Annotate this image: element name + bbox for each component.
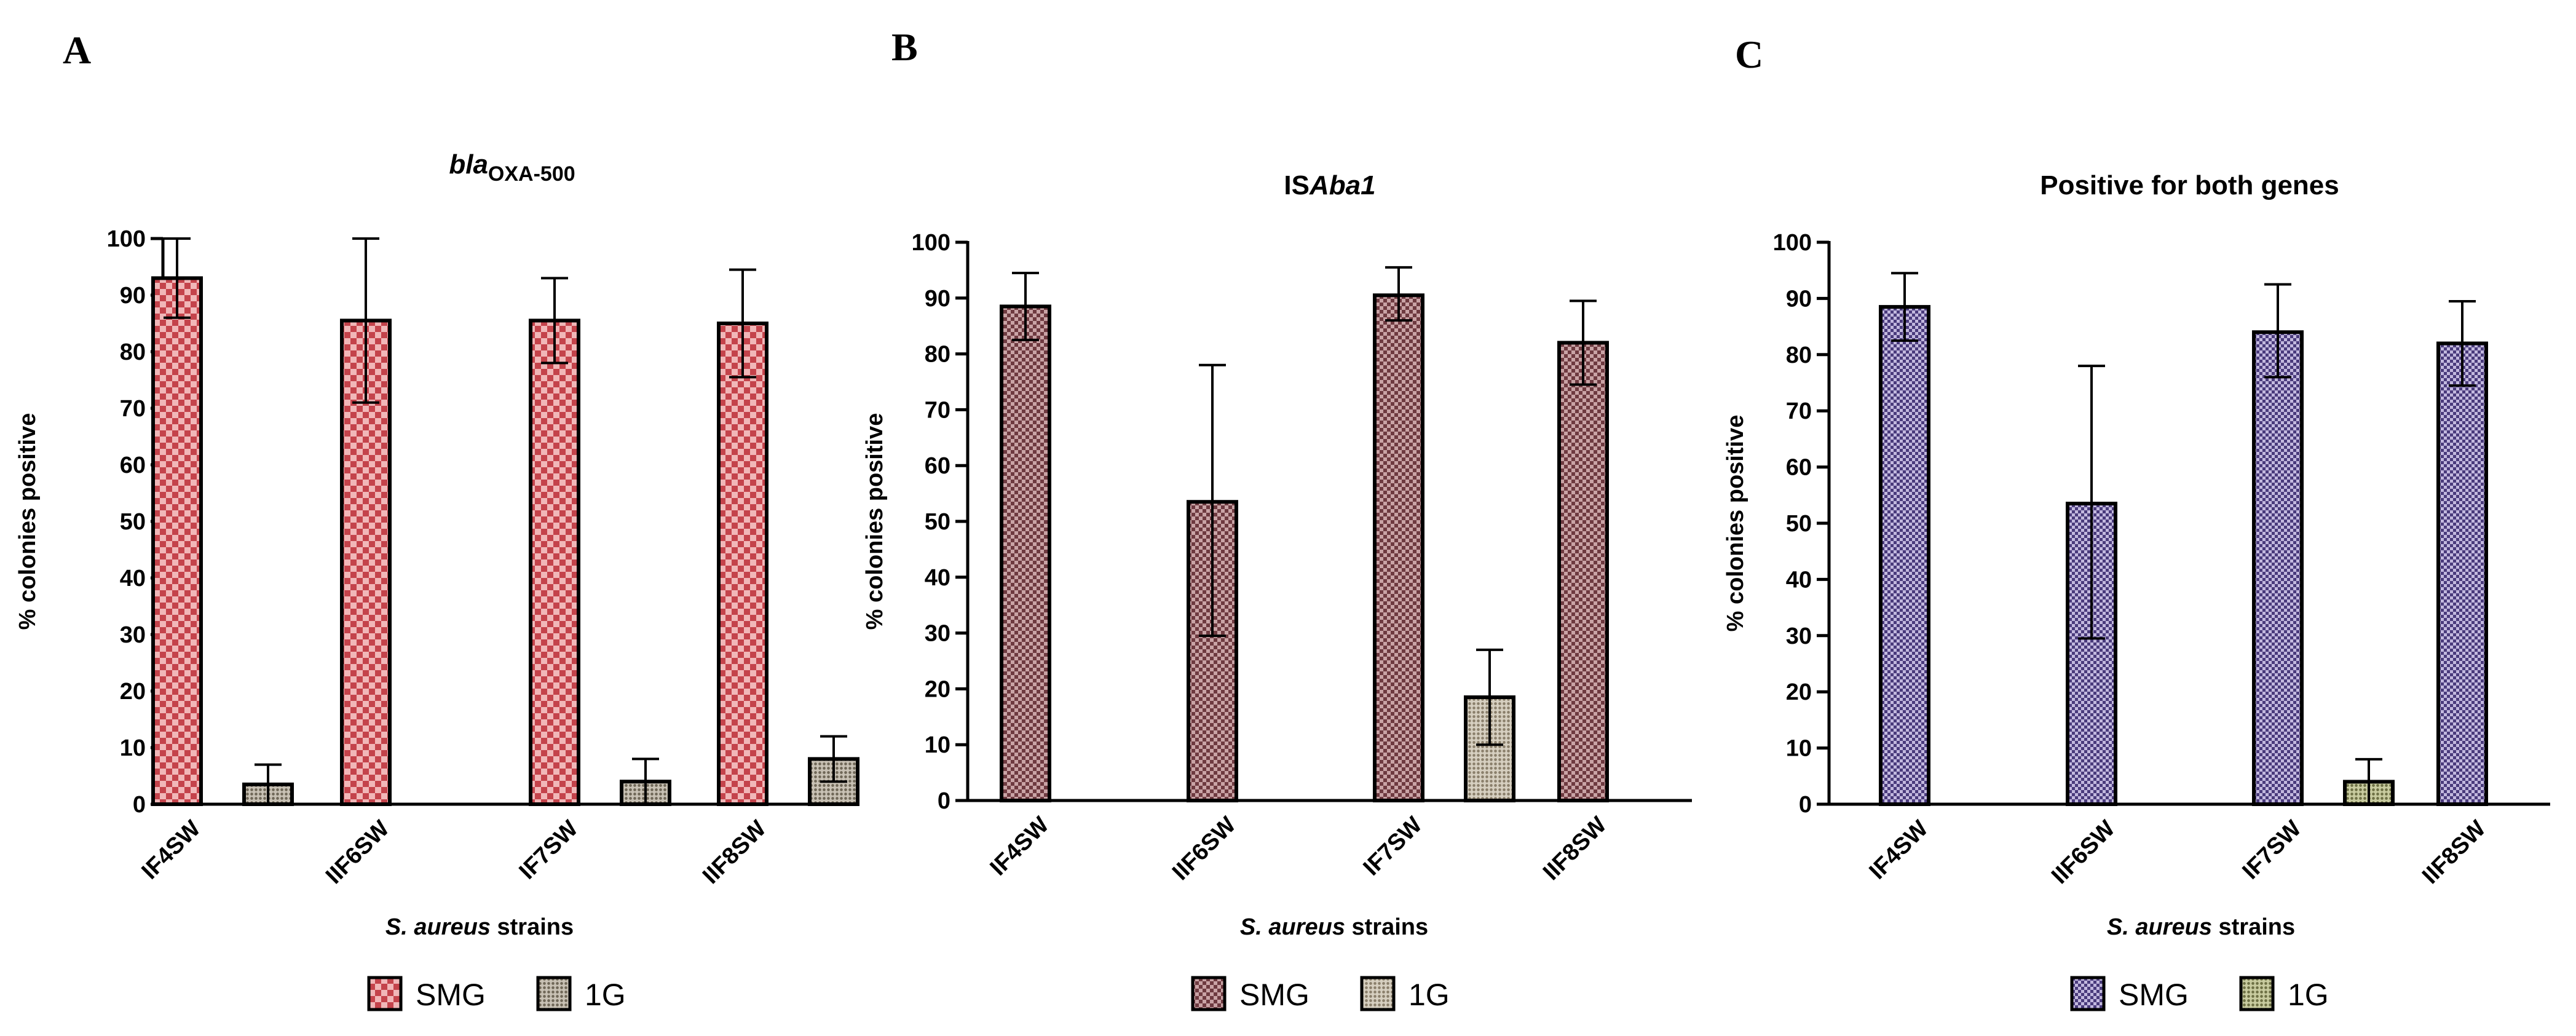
bar-smg-if7sw	[2252, 330, 2304, 806]
y-tick-label: 0	[133, 792, 146, 818]
y-axis-label: % colonies positive	[15, 413, 41, 630]
y-tick-label: 0	[938, 788, 950, 814]
legend-swatch-1g	[1360, 976, 1396, 1011]
chart-title: blaOXA-500	[449, 149, 575, 186]
x-tick-label: IF4SW	[986, 812, 1054, 881]
x-axis-label: S. aureus strains	[385, 914, 574, 940]
y-tick-label: 40	[925, 565, 950, 591]
x-tick-label: IIF6SW	[321, 816, 394, 889]
y-tick-label: 100	[1773, 230, 1812, 256]
y-tick-label: 10	[120, 735, 146, 761]
x-tick-label: IF4SW	[1865, 816, 1934, 885]
legend-label: SMG	[1239, 978, 1310, 1012]
panel-letter: B	[891, 25, 918, 69]
y-tick-label: 90	[925, 286, 950, 312]
y-tick-label: 20	[120, 679, 146, 705]
y-tick-label: 80	[925, 342, 950, 368]
panel-c: C Positive for both genes 0 10 20 30 40 50 60 70 8…	[1723, 33, 2550, 1012]
legend: SMG 1G	[367, 976, 626, 1012]
y-tick-label: 90	[1786, 286, 1812, 312]
legend-label: 1G	[585, 978, 626, 1012]
y-tick-label: 30	[925, 621, 950, 647]
y-tick-label: 20	[1786, 679, 1812, 705]
x-tick-label: IF7SW	[1359, 812, 1428, 881]
bar-smg-iif8sw	[2436, 341, 2488, 806]
y-tick-label: 70	[925, 397, 950, 423]
legend: SMG 1G	[1191, 976, 1450, 1012]
bar-smg-iif8sw	[1557, 341, 1609, 802]
y-tick-label: 80	[120, 339, 146, 365]
x-tick-label: IIF6SW	[1167, 812, 1241, 885]
legend-swatch-1g	[2239, 976, 2275, 1011]
x-tick-label: IIF8SW	[1538, 812, 1611, 885]
y-tick-label: 60	[925, 453, 950, 479]
y-tick-label: 40	[1786, 567, 1812, 593]
legend-label: 1G	[2288, 978, 2329, 1012]
y-axis-label: % colonies positive	[1723, 415, 1748, 632]
x-axis-label: S. aureus strains	[1240, 914, 1428, 940]
x-axis-label: S. aureus strains	[2107, 914, 2295, 940]
y-tick-label: 100	[107, 226, 146, 252]
x-tick-label: IF7SW	[2238, 816, 2307, 885]
y-tick-label: 50	[925, 509, 950, 535]
y-tick-label: 100	[912, 230, 950, 256]
y-tick-label: 70	[120, 396, 146, 422]
panel-b: B ISAba1 0 10 20 30 40 50 60 70 80 90 100 % colonies …	[862, 25, 1692, 1012]
y-axis-label: % colonies positive	[862, 413, 888, 630]
chart-title: Positive for both genes	[2040, 170, 2339, 200]
legend-swatch-1g	[536, 976, 572, 1011]
legend: SMG 1G	[2070, 976, 2329, 1012]
y-tick-label: 80	[1786, 342, 1812, 368]
y-tick-label: 50	[1786, 511, 1812, 537]
legend-swatch-smg	[1191, 976, 1227, 1011]
y-tick-label: 30	[1786, 623, 1812, 649]
y-tick-label: 0	[1799, 792, 1812, 818]
y-tick-label: 10	[1786, 736, 1812, 762]
y-tick-label: 20	[925, 676, 950, 702]
x-tick-label: IF7SW	[515, 816, 583, 885]
legend-swatch-smg	[2070, 976, 2106, 1011]
y-tick-label: 70	[1786, 398, 1812, 424]
y-tick-label: 10	[925, 732, 950, 758]
legend-label: 1G	[1409, 978, 1450, 1012]
panel-letter: A	[63, 28, 91, 72]
bar-smg-if4sw	[1000, 304, 1051, 803]
y-tick-label: 40	[120, 566, 146, 591]
x-tick-label: IIF6SW	[2047, 816, 2120, 889]
chart-title: ISAba1	[1284, 170, 1375, 200]
bar-smg-iif8sw	[717, 322, 768, 806]
x-tick-label: IF4SW	[137, 816, 206, 885]
bar-smg-if4sw	[1879, 305, 1930, 806]
y-tick-label: 50	[120, 509, 146, 535]
panel-letter: C	[1735, 33, 1763, 76]
y-tick-label: 90	[120, 283, 146, 309]
y-tick-label: 60	[120, 453, 146, 478]
legend-label: SMG	[2119, 978, 2189, 1012]
y-tick-label: 30	[120, 622, 146, 648]
bar-smg-if4sw	[151, 276, 203, 806]
legend-swatch-smg	[367, 976, 403, 1011]
bar-smg-if7sw	[529, 318, 580, 806]
x-tick-label: IIF8SW	[2417, 816, 2491, 889]
y-tick-label: 60	[1786, 455, 1812, 481]
legend-label: SMG	[416, 978, 486, 1012]
bar-smg-if7sw	[1373, 293, 1424, 802]
x-tick-label: IIF8SW	[698, 816, 771, 889]
